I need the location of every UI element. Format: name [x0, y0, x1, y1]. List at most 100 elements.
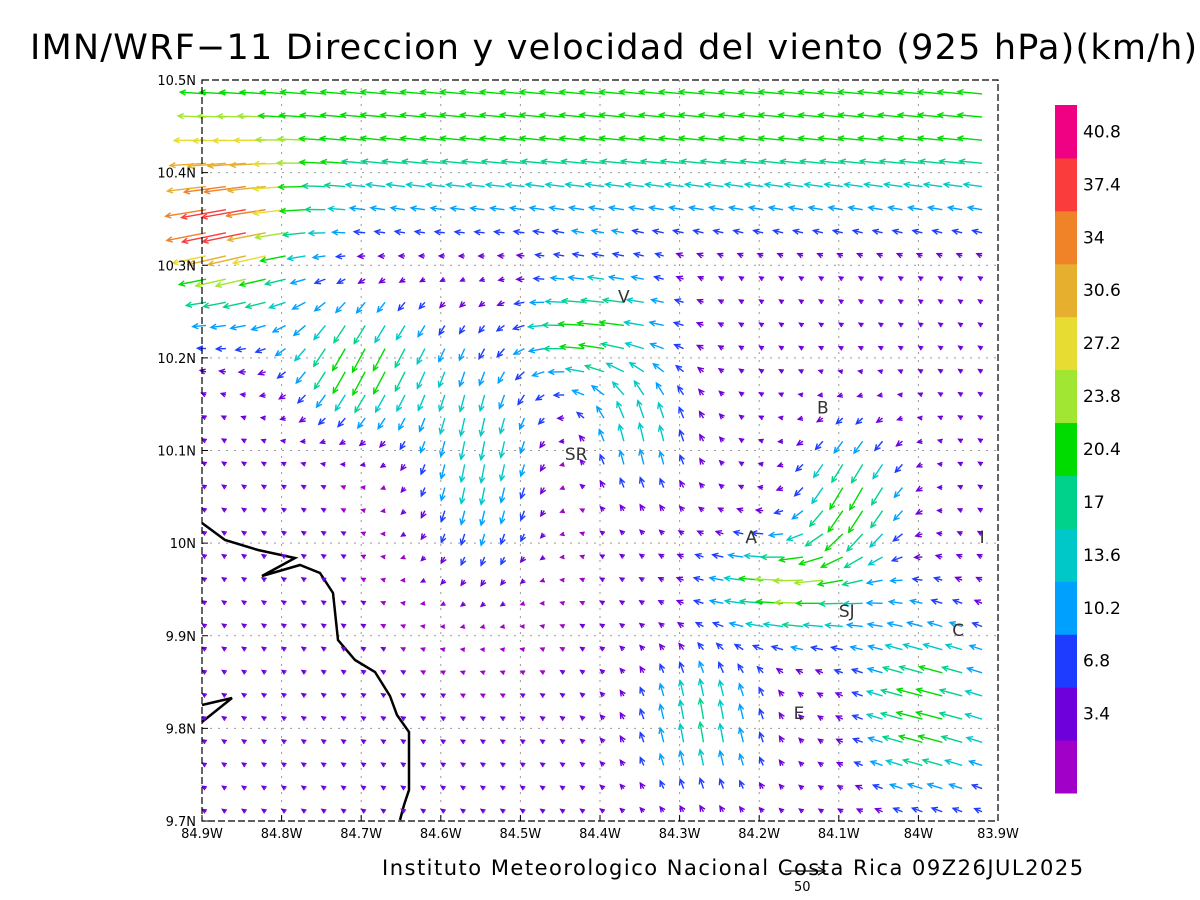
wind-vector-shaft	[422, 160, 445, 165]
wind-vector	[420, 533, 427, 541]
wind-vector	[499, 601, 506, 607]
wind-vector-shaft	[579, 344, 605, 350]
wind-vector-head	[738, 598, 747, 605]
wind-vector	[591, 251, 605, 258]
wind-vector	[818, 275, 824, 282]
wind-vector	[560, 297, 585, 305]
wind-vector-head	[360, 508, 366, 514]
wind-vector-head	[738, 752, 745, 761]
wind-vector-head	[817, 808, 824, 814]
wind-vector	[677, 698, 685, 720]
wind-vector	[478, 300, 486, 308]
wind-vector-shaft	[972, 784, 983, 790]
wind-vector	[757, 88, 784, 96]
wind-vector	[444, 181, 465, 189]
wind-vector-head	[936, 438, 943, 444]
wind-vector-head	[340, 808, 347, 814]
wind-vector	[340, 485, 347, 490]
wind-vector	[866, 666, 883, 674]
wind-vector-shaft	[892, 556, 903, 562]
wind-vector-head	[519, 762, 526, 768]
wind-vector-shaft	[332, 371, 346, 394]
wind-vector-head	[622, 319, 631, 327]
wind-vector-head	[678, 505, 686, 512]
wind-vector	[638, 622, 645, 629]
wind-vector	[598, 112, 624, 119]
wind-vector-shaft	[500, 137, 525, 141]
wind-vector	[619, 158, 644, 165]
wind-vector-shaft	[922, 759, 943, 767]
wind-vector	[379, 135, 406, 142]
wind-vector-shaft	[579, 90, 605, 95]
wind-vector-head	[280, 762, 287, 768]
wind-vector-shaft	[943, 183, 963, 188]
wind-vector-shaft	[771, 645, 784, 651]
wind-vector-head	[778, 275, 785, 282]
wind-vector-head	[697, 276, 704, 282]
wind-vector-head	[559, 738, 566, 745]
wind-vector-head	[866, 666, 875, 674]
wind-vector	[420, 739, 426, 745]
wind-vector	[317, 417, 326, 426]
wind-vector	[440, 578, 447, 585]
wind-vector-shaft	[300, 114, 326, 118]
wind-vector-head	[818, 299, 824, 305]
wind-vector-head	[289, 278, 298, 286]
wind-vector	[889, 577, 903, 584]
wind-vector-head	[853, 761, 861, 768]
wind-vector-head	[777, 88, 785, 96]
wind-vector	[977, 368, 984, 374]
wind-vector	[186, 162, 226, 170]
wind-vector-head	[320, 577, 327, 583]
wind-vector-head	[320, 646, 327, 652]
wind-vector-shaft	[366, 183, 386, 188]
wind-vector	[221, 762, 227, 768]
wind-vector-head	[956, 88, 964, 96]
wind-vector	[951, 598, 963, 605]
wind-vector	[292, 324, 306, 337]
wind-vector-head	[559, 485, 565, 490]
wind-vector	[439, 693, 446, 699]
wind-vector	[816, 579, 843, 587]
wind-vector	[977, 322, 984, 328]
wind-vector-head	[638, 707, 646, 716]
wind-vector	[538, 112, 565, 119]
wind-vector	[699, 433, 706, 442]
wind-vector	[967, 759, 983, 767]
wind-vector-shaft	[631, 276, 644, 280]
wind-vector-head	[968, 644, 977, 651]
wind-vector	[763, 181, 784, 189]
wind-vector-shaft	[459, 371, 466, 387]
wind-vector	[737, 88, 764, 96]
wind-vector	[263, 278, 286, 286]
wind-vector-head	[723, 575, 731, 582]
wind-vector-head	[777, 392, 784, 398]
wind-vector-shaft	[283, 232, 306, 236]
wind-vector-shaft	[846, 533, 864, 552]
wind-vector-head	[458, 354, 465, 362]
wind-vector	[590, 228, 605, 235]
wind-vector-head	[856, 392, 863, 398]
wind-vector	[743, 552, 764, 560]
wind-vector	[279, 89, 306, 96]
wind-vector-head	[394, 361, 401, 369]
wind-vector-shaft	[867, 713, 883, 720]
wind-vector-head	[837, 299, 844, 305]
y-tick-label: 10.4N	[157, 167, 196, 182]
wind-vector-head	[836, 392, 844, 398]
wind-vector-head	[313, 333, 320, 341]
wind-vector	[599, 479, 606, 488]
wind-vector-head	[215, 113, 224, 120]
wind-vector-head	[773, 599, 782, 606]
wind-vector	[320, 785, 327, 791]
wind-vector	[803, 181, 823, 189]
wind-vector-head	[459, 276, 466, 282]
wind-vector-shaft	[882, 736, 903, 743]
wind-vector	[777, 88, 804, 96]
wind-vector	[599, 600, 605, 606]
wind-vector-head	[930, 598, 938, 605]
wind-vector	[201, 507, 208, 513]
wind-vector-shaft	[804, 183, 823, 188]
wind-vector-shaft	[972, 229, 983, 234]
wind-vector-head	[500, 558, 507, 566]
